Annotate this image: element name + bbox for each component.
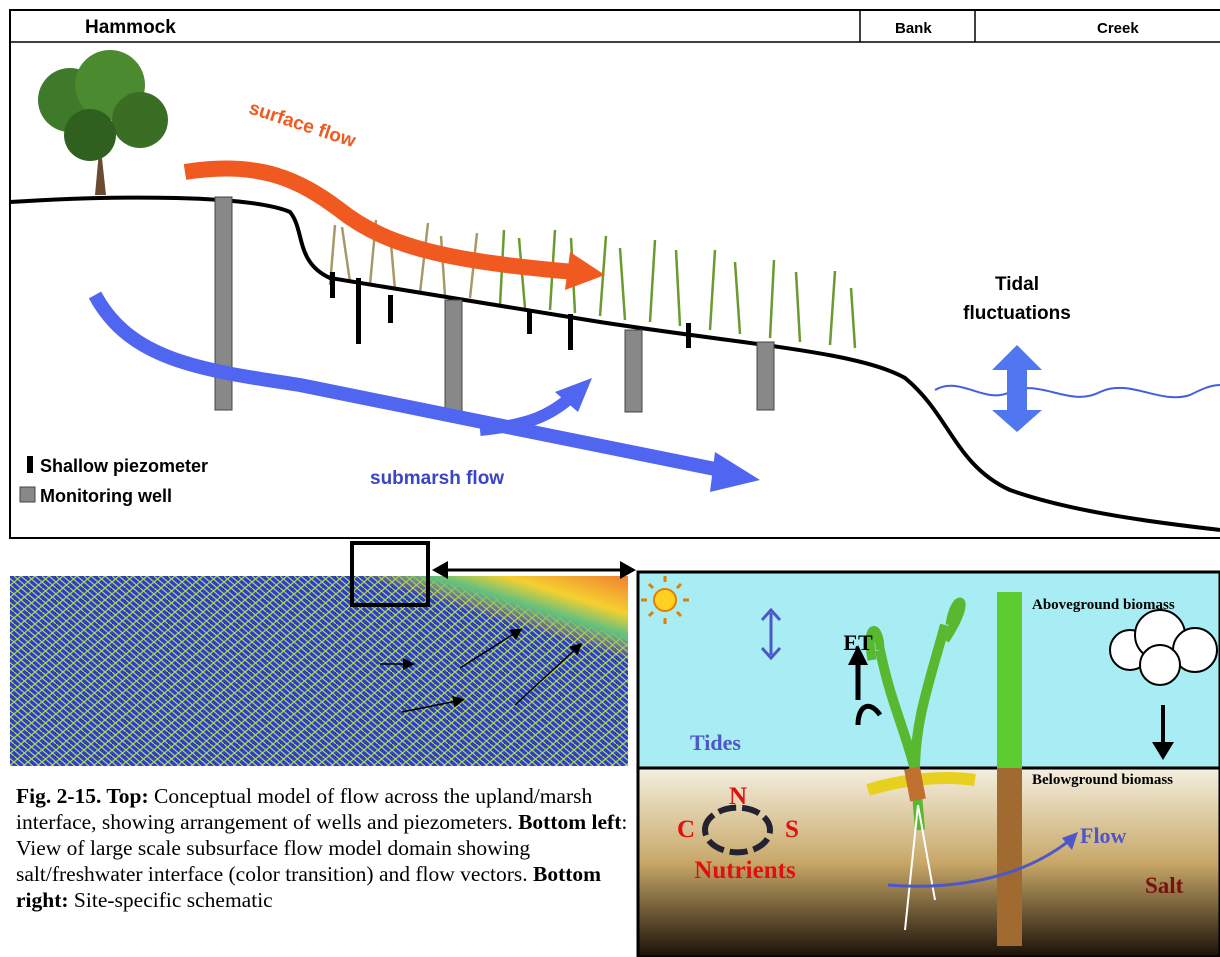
figure-caption: Fig. 2-15. Top: Conceptual model of flow… bbox=[16, 783, 632, 913]
arrowhead bbox=[565, 252, 605, 290]
legend-label: Monitoring well bbox=[40, 486, 172, 506]
zone-label: Hammock bbox=[85, 17, 176, 38]
aboveground-label: Aboveground biomass bbox=[1032, 597, 1175, 613]
zone-label: Creek bbox=[1097, 20, 1139, 37]
arrowhead bbox=[710, 452, 760, 492]
nutrients-label: Nutrients bbox=[694, 857, 796, 884]
belowground-label: Belowground biomass bbox=[1032, 772, 1173, 788]
top-panel: Hammock Bank Creek bbox=[10, 10, 1220, 538]
tide-wave bbox=[935, 385, 1220, 397]
legend-label: Shallow piezometer bbox=[40, 456, 208, 476]
model-domain bbox=[10, 543, 636, 766]
legend-swatch bbox=[27, 456, 33, 473]
tides-label: Tides bbox=[690, 730, 741, 755]
page: {"top_panel": {"zones": ["Hammock", "Ban… bbox=[0, 0, 1220, 957]
nutrient-n: N bbox=[729, 783, 747, 810]
site-schematic: Aboveground biomass Belowground biomass … bbox=[638, 572, 1220, 957]
legend-swatch bbox=[20, 487, 35, 502]
submarsh-flow-label: submarsh flow bbox=[370, 468, 504, 489]
tidal-label: Tidal bbox=[995, 274, 1039, 295]
nutrient-s: S bbox=[785, 816, 799, 843]
caption-segment: Bottom left bbox=[518, 810, 621, 834]
caption-segment: Site-specific schematic bbox=[69, 888, 273, 912]
caption-segment: Fig. 2-15. Top: bbox=[16, 784, 149, 808]
tidal-label: fluctuations bbox=[963, 303, 1071, 324]
zone-label: Bank bbox=[895, 20, 932, 37]
surface-flow-label: surface flow bbox=[246, 98, 358, 152]
surface-flow-arrow bbox=[185, 168, 575, 272]
tree bbox=[38, 50, 168, 195]
et-label: ET bbox=[843, 630, 873, 655]
salt-label: Salt bbox=[1145, 873, 1184, 898]
nutrient-c: C bbox=[677, 816, 695, 843]
flow-label: Flow bbox=[1080, 823, 1127, 848]
upwelling-arrow bbox=[480, 398, 570, 430]
